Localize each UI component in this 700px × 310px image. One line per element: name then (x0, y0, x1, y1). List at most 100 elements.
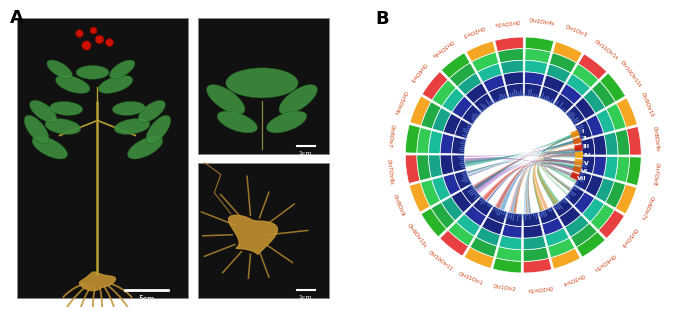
Ellipse shape (55, 75, 90, 93)
Polygon shape (516, 90, 517, 96)
Polygon shape (475, 193, 478, 196)
Polygon shape (518, 92, 519, 96)
Polygon shape (537, 212, 538, 216)
Polygon shape (459, 163, 465, 164)
Text: Chr7Chr8: Chr7Chr8 (652, 162, 660, 186)
Polygon shape (465, 132, 578, 167)
Polygon shape (546, 64, 570, 83)
Polygon shape (543, 148, 582, 154)
Polygon shape (512, 213, 514, 221)
Polygon shape (421, 208, 447, 237)
Polygon shape (486, 100, 491, 106)
Polygon shape (542, 155, 582, 183)
Polygon shape (581, 166, 587, 168)
Polygon shape (454, 170, 472, 190)
Polygon shape (468, 148, 582, 177)
Polygon shape (461, 178, 469, 182)
FancyBboxPatch shape (17, 18, 188, 298)
Polygon shape (464, 154, 582, 157)
Polygon shape (480, 198, 484, 202)
Polygon shape (580, 156, 595, 174)
Polygon shape (559, 102, 564, 108)
Polygon shape (564, 112, 566, 113)
Polygon shape (462, 104, 482, 125)
Text: III: III (583, 144, 590, 149)
Polygon shape (465, 170, 466, 171)
Text: Chr11Chr1: Chr11Chr1 (458, 271, 484, 286)
Polygon shape (543, 96, 545, 100)
Polygon shape (540, 86, 559, 104)
Polygon shape (563, 109, 566, 112)
Polygon shape (559, 201, 561, 203)
Polygon shape (533, 213, 534, 217)
Polygon shape (533, 166, 577, 210)
Polygon shape (524, 72, 545, 86)
Polygon shape (456, 214, 480, 236)
Polygon shape (590, 204, 615, 230)
Text: Chr1Chr2s: Chr1Chr2s (494, 18, 520, 26)
Polygon shape (527, 214, 528, 216)
Text: Chr9Chr10: Chr9Chr10 (640, 91, 654, 118)
Polygon shape (582, 198, 604, 222)
Polygon shape (443, 113, 461, 135)
Polygon shape (477, 64, 502, 82)
Polygon shape (543, 75, 565, 93)
Ellipse shape (217, 111, 258, 133)
Polygon shape (464, 137, 467, 139)
Ellipse shape (206, 85, 245, 114)
Polygon shape (578, 130, 582, 132)
Polygon shape (466, 83, 487, 104)
Polygon shape (462, 141, 466, 142)
Polygon shape (575, 97, 595, 119)
Polygon shape (543, 158, 582, 169)
Polygon shape (432, 176, 451, 201)
Polygon shape (578, 177, 585, 180)
Polygon shape (461, 184, 481, 205)
Polygon shape (552, 100, 554, 104)
Text: Chr8Chr9: Chr8Chr9 (392, 193, 406, 217)
Ellipse shape (146, 115, 171, 144)
Polygon shape (538, 132, 579, 204)
Polygon shape (569, 192, 575, 197)
Polygon shape (432, 108, 452, 132)
Polygon shape (566, 195, 570, 199)
Polygon shape (543, 149, 582, 165)
Polygon shape (596, 109, 615, 134)
Text: II: II (582, 136, 587, 141)
Text: Chr2Chr3: Chr2Chr3 (461, 24, 485, 38)
Polygon shape (461, 172, 467, 175)
Polygon shape (551, 206, 552, 208)
Polygon shape (471, 191, 477, 196)
Polygon shape (504, 211, 508, 218)
Polygon shape (80, 272, 116, 291)
Text: Chr6Chr7: Chr6Chr7 (386, 124, 395, 148)
Polygon shape (603, 157, 618, 179)
Polygon shape (458, 73, 482, 95)
Text: Chr5Chr6s: Chr5Chr6s (393, 90, 407, 116)
Polygon shape (484, 160, 582, 201)
Text: VII: VII (578, 176, 587, 181)
Polygon shape (554, 205, 558, 210)
Polygon shape (536, 94, 538, 98)
Polygon shape (568, 112, 574, 117)
Polygon shape (526, 153, 582, 214)
Polygon shape (457, 153, 464, 154)
Text: V: V (584, 161, 589, 166)
Polygon shape (440, 155, 454, 175)
Polygon shape (474, 93, 494, 113)
Polygon shape (519, 214, 520, 217)
Polygon shape (469, 124, 472, 126)
Polygon shape (431, 202, 455, 229)
Polygon shape (441, 197, 463, 221)
Polygon shape (496, 148, 582, 209)
FancyBboxPatch shape (198, 18, 330, 153)
Polygon shape (537, 162, 581, 206)
Polygon shape (495, 208, 498, 212)
Polygon shape (604, 132, 618, 155)
Polygon shape (461, 166, 466, 168)
Polygon shape (479, 108, 483, 113)
Polygon shape (593, 135, 606, 155)
Polygon shape (467, 125, 471, 128)
Text: Chr6Chr7s: Chr6Chr7s (639, 194, 654, 220)
Polygon shape (462, 155, 464, 156)
